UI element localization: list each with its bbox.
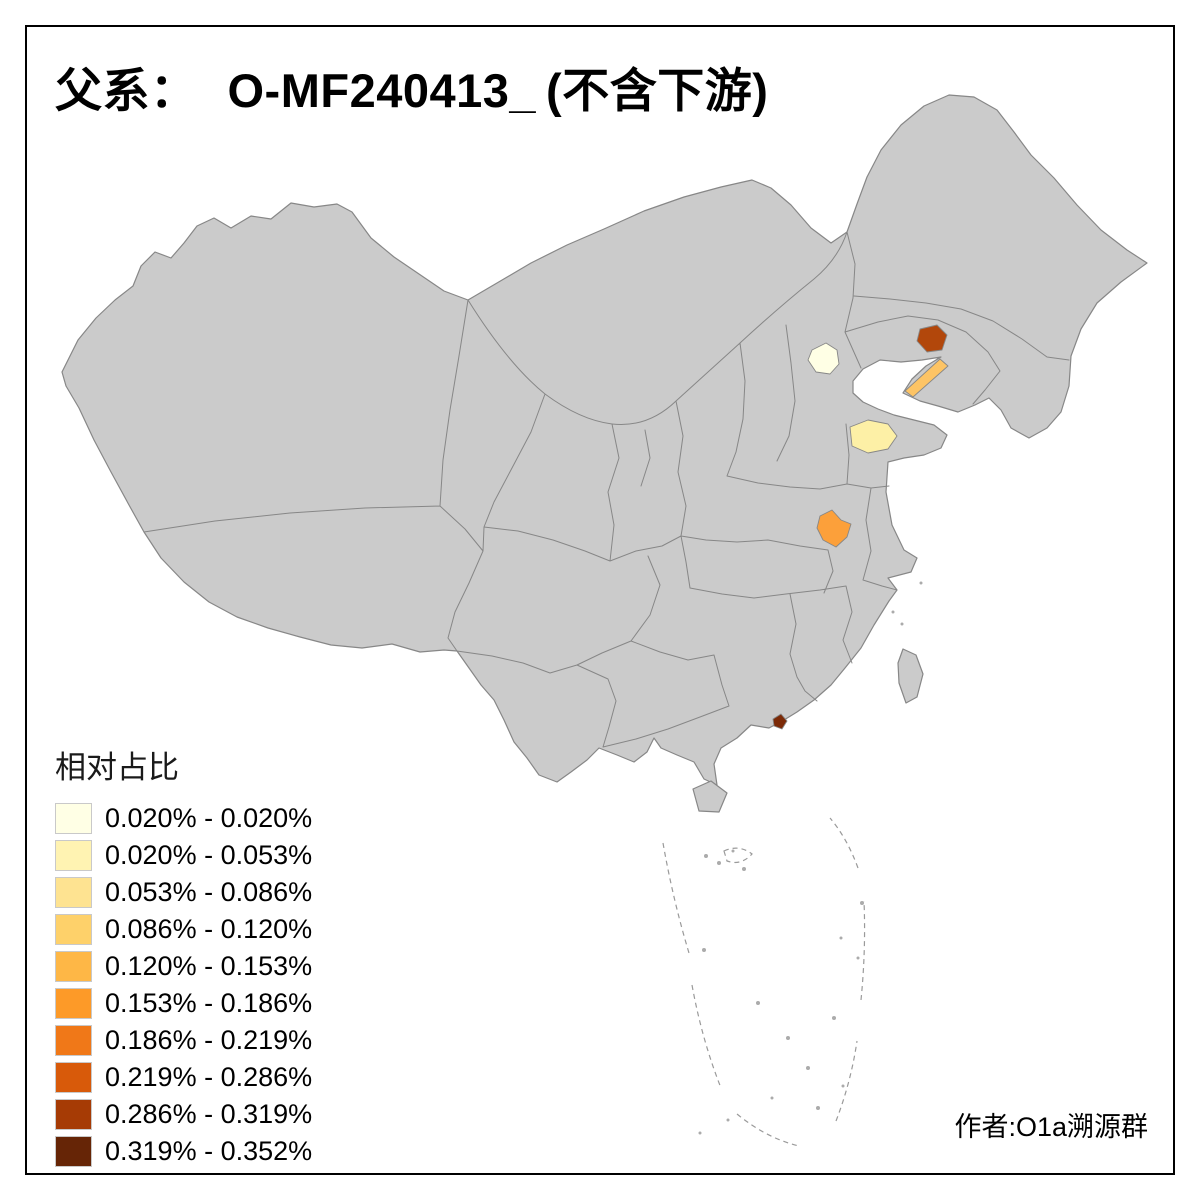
legend-color-swatch bbox=[55, 803, 92, 834]
legend-range-label: 0.053% - 0.086% bbox=[105, 877, 313, 907]
legend-color-swatch bbox=[55, 1062, 92, 1093]
legend-range-label: 0.286% - 0.319% bbox=[105, 1099, 313, 1129]
legend-item: 0.020% - 0.020% bbox=[55, 803, 312, 834]
legend-item: 0.086% - 0.120% bbox=[55, 914, 312, 945]
legend-color-swatch bbox=[55, 1136, 92, 1167]
legend-range-label: 0.020% - 0.020% bbox=[105, 803, 313, 833]
attribution-text: 作者:O1a溯源群 bbox=[954, 1112, 1148, 1142]
south-china-sea-dashes bbox=[662, 817, 866, 1147]
legend-item: 0.020% - 0.053% bbox=[55, 840, 312, 871]
legend-title: 相对占比 bbox=[55, 750, 179, 785]
region-pearl-delta bbox=[772, 713, 788, 730]
region-liaoning-central bbox=[916, 324, 948, 353]
region-shandong-west bbox=[849, 419, 898, 454]
legend-item: 0.186% - 0.219% bbox=[55, 1025, 312, 1056]
legend-item: 0.319% - 0.352% bbox=[55, 1136, 312, 1167]
legend-range-label: 0.219% - 0.286% bbox=[105, 1062, 313, 1092]
legend-range-label: 0.153% - 0.186% bbox=[105, 988, 313, 1018]
legend-range-label: 0.186% - 0.219% bbox=[105, 1025, 313, 1055]
legend-item: 0.120% - 0.153% bbox=[55, 951, 312, 982]
legend: 相对占比 0.020% - 0.020% 0.020% - 0.053% 0.0… bbox=[55, 742, 312, 1173]
legend-range-label: 0.020% - 0.053% bbox=[105, 840, 313, 870]
legend-color-swatch bbox=[55, 840, 92, 871]
legend-color-swatch bbox=[55, 1099, 92, 1130]
legend-range-label: 0.319% - 0.352% bbox=[105, 1136, 313, 1166]
province-borders bbox=[143, 231, 1070, 748]
legend-rows: 0.020% - 0.020% 0.020% - 0.053% 0.053% -… bbox=[55, 803, 312, 1167]
legend-item: 0.153% - 0.186% bbox=[55, 988, 312, 1019]
hainan-island bbox=[692, 780, 728, 813]
island-dots bbox=[698, 581, 923, 1135]
legend-item: 0.286% - 0.319% bbox=[55, 1099, 312, 1130]
title-suffix: (不含下游) bbox=[546, 64, 769, 117]
legend-item: 0.053% - 0.086% bbox=[55, 877, 312, 908]
region-hubei-north bbox=[816, 509, 852, 548]
legend-color-swatch bbox=[55, 988, 92, 1019]
title-haplogroup-code: O-MF240413_ bbox=[227, 64, 537, 117]
region-liaodong-peninsula bbox=[904, 358, 949, 398]
legend-color-swatch bbox=[55, 951, 92, 982]
figure-title: 父系： O-MF240413_ (不含下游) bbox=[55, 52, 768, 121]
legend-range-label: 0.086% - 0.120% bbox=[105, 914, 313, 944]
legend-color-swatch bbox=[55, 914, 92, 945]
china-mainland bbox=[61, 94, 1148, 786]
taiwan-island bbox=[897, 648, 924, 704]
title-prefix: 父系： bbox=[55, 64, 198, 117]
legend-item: 0.219% - 0.286% bbox=[55, 1062, 312, 1093]
legend-color-swatch bbox=[55, 1025, 92, 1056]
legend-range-label: 0.120% - 0.153% bbox=[105, 951, 313, 981]
region-beijing bbox=[807, 342, 840, 375]
legend-color-swatch bbox=[55, 877, 92, 908]
